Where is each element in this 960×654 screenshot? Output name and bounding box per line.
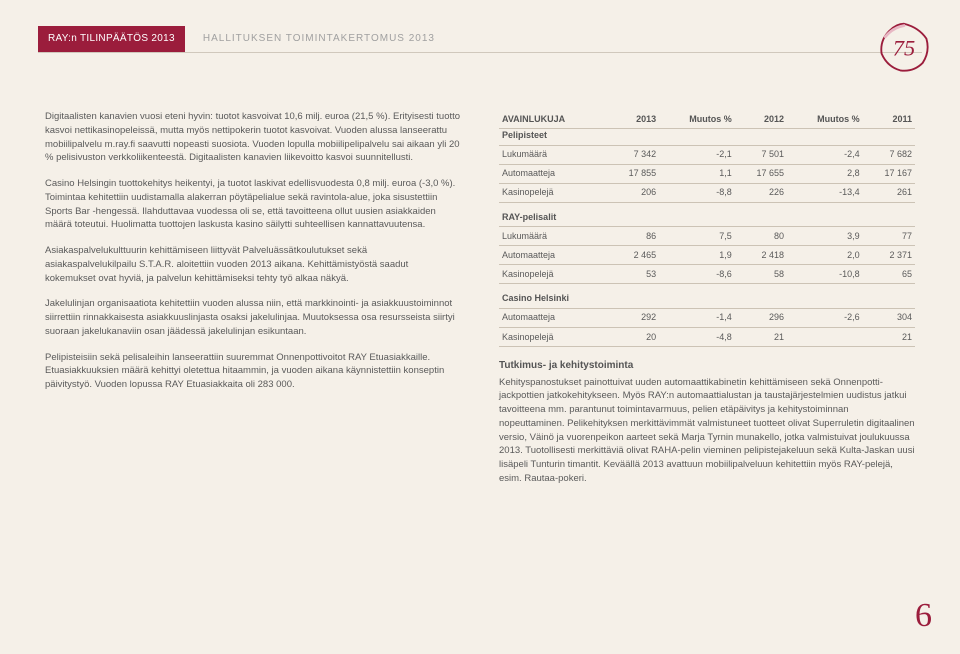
table-row: Automaatteja2 4651,92 4182,02 371: [499, 246, 915, 265]
table-header-row: AVAINLUKUJA 2013 Muutos % 2012 Muutos % …: [499, 110, 915, 129]
table-cell: 2,8: [787, 164, 863, 183]
table-cell: 53: [607, 265, 659, 284]
table-row: Kasinopelejä20-4,82121: [499, 328, 915, 347]
table-cell: 2 418: [735, 246, 787, 265]
table-section-row: Pelipisteet: [499, 129, 915, 146]
paragraph: Asiakaspalvelukulttuurin kehittämiseen l…: [45, 244, 461, 285]
table-cell: 206: [607, 183, 659, 202]
col-header: AVAINLUKUJA: [499, 110, 607, 129]
badge-number: 75: [893, 35, 915, 60]
table-cell: 292: [607, 308, 659, 327]
table-cell: 7 501: [735, 145, 787, 164]
table-cell: [787, 328, 863, 347]
table-cell: Automaatteja: [499, 308, 607, 327]
col-header: Muutos %: [787, 110, 863, 129]
table-cell: 296: [735, 308, 787, 327]
table-cell: 7,5: [659, 227, 735, 246]
table-cell: 226: [735, 183, 787, 202]
table-cell: Automaatteja: [499, 164, 607, 183]
paragraph: Digitaalisten kanavien vuosi eteni hyvin…: [45, 110, 461, 165]
table-cell: -1,4: [659, 308, 735, 327]
table-cell: Lukumäärä: [499, 227, 607, 246]
table-cell: -13,4: [787, 183, 863, 202]
section-title-cell: Pelipisteet: [499, 129, 915, 146]
table-cell: -2,4: [787, 145, 863, 164]
table-cell: -10,8: [787, 265, 863, 284]
table-section-row: Casino Helsinki: [499, 284, 915, 309]
paragraph: Kehityspanostukset painottuivat uuden au…: [499, 376, 915, 486]
table-cell: -2,1: [659, 145, 735, 164]
header-rule: [38, 52, 922, 53]
table-cell: Kasinopelejä: [499, 328, 607, 347]
header-subtitle: HALLITUKSEN TOIMINTAKERTOMUS 2013: [203, 32, 435, 47]
table-cell: 80: [735, 227, 787, 246]
table-cell: 1,9: [659, 246, 735, 265]
table-cell: 2,0: [787, 246, 863, 265]
right-column: AVAINLUKUJA 2013 Muutos % 2012 Muutos % …: [499, 110, 915, 498]
research-section: Tutkimus- ja kehitystoiminta Kehityspano…: [499, 359, 915, 486]
table-cell: 17 167: [863, 164, 915, 183]
table-cell: -8,6: [659, 265, 735, 284]
table-row: Automaatteja292-1,4296-2,6304: [499, 308, 915, 327]
keyfigures-table: AVAINLUKUJA 2013 Muutos % 2012 Muutos % …: [499, 110, 915, 347]
page-content: Digitaalisten kanavien vuosi eteni hyvin…: [45, 110, 915, 498]
table-cell: -4,8: [659, 328, 735, 347]
table-row: Kasinopelejä53-8,658-10,865: [499, 265, 915, 284]
table-cell: Kasinopelejä: [499, 265, 607, 284]
table-cell: 2 465: [607, 246, 659, 265]
table-cell: 7 342: [607, 145, 659, 164]
col-header: 2013: [607, 110, 659, 129]
table-cell: -2,6: [787, 308, 863, 327]
table-cell: 21: [735, 328, 787, 347]
ray-title-box: RAY:n TILINPÄÄTÖS 2013: [38, 26, 185, 53]
table-cell: 58: [735, 265, 787, 284]
paragraph: Pelipisteisiin sekä pelisaleihin lanseer…: [45, 351, 461, 392]
table-cell: 7 682: [863, 145, 915, 164]
table-cell: 86: [607, 227, 659, 246]
table-row: Lukumäärä867,5803,977: [499, 227, 915, 246]
col-header: 2012: [735, 110, 787, 129]
table-cell: 261: [863, 183, 915, 202]
table-cell: 17 855: [607, 164, 659, 183]
table-cell: 17 655: [735, 164, 787, 183]
anniversary-badge-75: 75: [876, 20, 932, 76]
table-cell: 1,1: [659, 164, 735, 183]
section-title-cell: Casino Helsinki: [499, 284, 915, 309]
table-cell: 304: [863, 308, 915, 327]
table-cell: 2 371: [863, 246, 915, 265]
col-header: Muutos %: [659, 110, 735, 129]
table-row: Kasinopelejä206-8,8226-13,4261: [499, 183, 915, 202]
table-cell: 65: [863, 265, 915, 284]
document-header: RAY:n TILINPÄÄTÖS 2013 HALLITUKSEN TOIMI…: [38, 26, 922, 52]
table-cell: Kasinopelejä: [499, 183, 607, 202]
section-heading: Tutkimus- ja kehitystoiminta: [499, 359, 915, 374]
col-header: 2011: [863, 110, 915, 129]
table-cell: 77: [863, 227, 915, 246]
table-row: Automaatteja17 8551,117 6552,817 167: [499, 164, 915, 183]
table-row: Lukumäärä7 342-2,17 501-2,47 682: [499, 145, 915, 164]
section-title-cell: RAY-pelisalit: [499, 202, 915, 227]
page-number: 6: [915, 591, 932, 640]
left-column: Digitaalisten kanavien vuosi eteni hyvin…: [45, 110, 461, 498]
table-cell: -8,8: [659, 183, 735, 202]
table-cell: 3,9: [787, 227, 863, 246]
table-cell: 21: [863, 328, 915, 347]
table-cell: Automaatteja: [499, 246, 607, 265]
table-cell: Lukumäärä: [499, 145, 607, 164]
table-section-row: RAY-pelisalit: [499, 202, 915, 227]
paragraph: Casino Helsingin tuottokehitys heikentyi…: [45, 177, 461, 232]
table-cell: 20: [607, 328, 659, 347]
paragraph: Jakelulinjan organisaatiota kehitettiin …: [45, 297, 461, 338]
